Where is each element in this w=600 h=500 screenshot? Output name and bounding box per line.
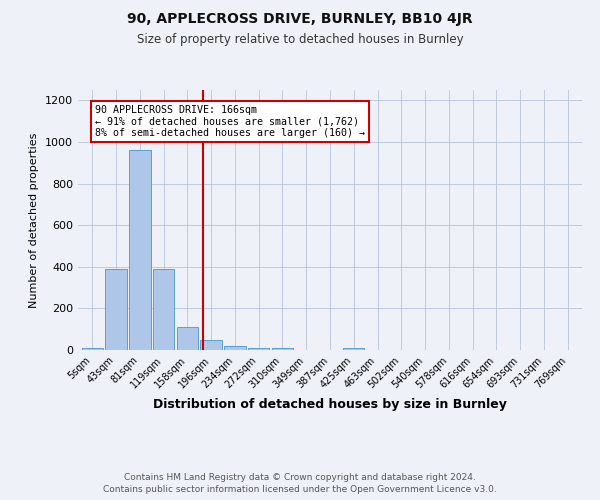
Text: Contains HM Land Registry data © Crown copyright and database right 2024.: Contains HM Land Registry data © Crown c… [124,472,476,482]
Y-axis label: Number of detached properties: Number of detached properties [29,132,40,308]
Text: Size of property relative to detached houses in Burnley: Size of property relative to detached ho… [137,32,463,46]
Bar [153,269,174,350]
Bar [343,348,364,350]
Bar [176,327,198,350]
Bar [200,340,222,350]
Text: Contains public sector information licensed under the Open Government Licence v3: Contains public sector information licen… [103,485,497,494]
Bar [82,348,103,350]
Bar [106,269,127,350]
Text: 90, APPLECROSS DRIVE, BURNLEY, BB10 4JR: 90, APPLECROSS DRIVE, BURNLEY, BB10 4JR [127,12,473,26]
Bar [129,150,151,350]
Bar [224,346,245,350]
Bar [248,348,269,350]
X-axis label: Distribution of detached houses by size in Burnley: Distribution of detached houses by size … [153,398,507,411]
Bar [272,348,293,350]
Text: 90 APPLECROSS DRIVE: 166sqm
← 91% of detached houses are smaller (1,762)
8% of s: 90 APPLECROSS DRIVE: 166sqm ← 91% of det… [95,104,365,138]
